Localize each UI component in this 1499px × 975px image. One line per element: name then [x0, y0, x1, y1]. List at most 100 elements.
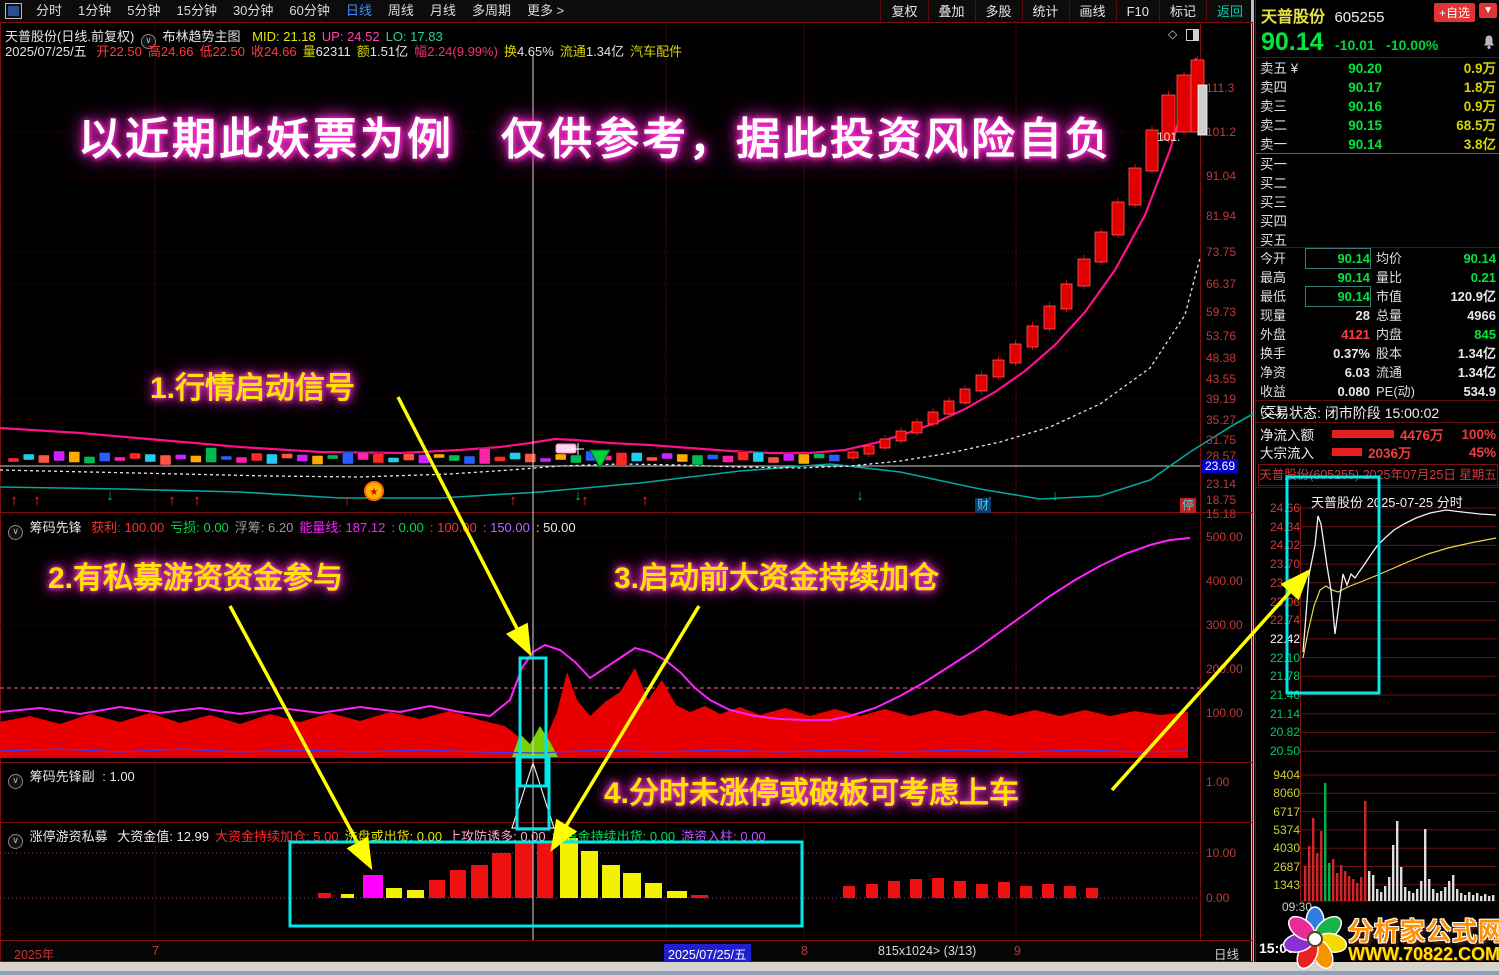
boll-value: UP: 24.52: [321, 29, 380, 44]
queue-label: 卖二: [1260, 118, 1287, 133]
toolbar-button-统计[interactable]: 统计: [1021, 0, 1069, 22]
timeline-label[interactable]: 2025/07/25/五: [664, 944, 751, 963]
chevron-circle-icon[interactable]: ∨: [8, 834, 23, 849]
price-axis-label: 18.75: [1206, 493, 1237, 507]
intraday-price-label: 24.34: [1269, 519, 1300, 534]
chevron-circle-icon[interactable]: ∨: [8, 525, 23, 540]
alert-bell-icon[interactable]: [1481, 34, 1497, 50]
mid-field: 获利: 100.00: [91, 520, 165, 535]
intraday-date-bar: 天普股份(605255) 2025年07月25日 星期五: [1258, 464, 1498, 486]
fund-flow-row: 大宗流入 2036万 45%: [1256, 443, 1499, 462]
ohlc-label: 流通: [559, 44, 586, 59]
stat-row: 最高 90.14 量比 0.21: [1256, 268, 1499, 287]
period-tab-1分钟[interactable]: 1分钟: [78, 3, 112, 18]
logo-site-url[interactable]: WWW.70822.COM: [1348, 944, 1499, 964]
toolbar-button-画线[interactable]: 画线: [1068, 0, 1116, 22]
stat-value: 534.9: [1463, 384, 1496, 399]
event-tag-停[interactable]: 停: [1180, 498, 1197, 513]
period-tab-60分钟[interactable]: 60分钟: [289, 3, 330, 18]
intraday-volume-label: 2687: [1273, 859, 1300, 874]
split-pane-icon[interactable]: [1186, 29, 1199, 41]
chart-title: 天普股份(日线.前复权): [5, 29, 135, 44]
cursor-price-tag: 23.69: [1202, 459, 1239, 473]
period-tab-周线[interactable]: 周线: [387, 3, 414, 18]
intraday-price-label: 23.06: [1269, 594, 1300, 609]
ohlc-label: 开: [96, 44, 110, 59]
period-tab-日线[interactable]: 日线: [345, 3, 372, 18]
price-axis-label: 53.76: [1206, 329, 1237, 343]
toolbar-button-F10[interactable]: F10: [1115, 0, 1159, 22]
stat-row: 现量 28 总量 4966: [1256, 306, 1499, 325]
queue-volume: [1382, 193, 1496, 212]
buy-row-买二[interactable]: 买二: [1256, 174, 1499, 193]
ohlc-field: 幅2.24(9.99%): [414, 44, 498, 59]
svg-text:↑: ↑: [168, 492, 176, 509]
svg-text:★: ★: [370, 487, 379, 498]
sell-row-卖五[interactable]: 卖五 ¥ 90.20 0.9万: [1256, 59, 1499, 78]
queue-label: 买一: [1260, 157, 1287, 172]
mid-panel-header: ∨ 筹码先锋 获利: 100.00 亏损: 0.00 浮筹: 6.20 能量线: 18…: [5, 517, 582, 540]
period-tab-多周期[interactable]: 多周期: [471, 3, 511, 18]
ohlc-value: 24.66: [264, 44, 297, 59]
toolbar-button-标记[interactable]: 标记: [1158, 0, 1206, 22]
ohlc-label: 额: [356, 44, 370, 59]
period-tab-30分钟[interactable]: 30分钟: [232, 3, 274, 18]
queue-volume: 1.8万: [1463, 80, 1496, 95]
sell-row-卖二[interactable]: 卖二 90.15 68.5万: [1256, 116, 1499, 135]
queue-price: [1304, 193, 1382, 212]
period-tab-5分钟[interactable]: 5分钟: [127, 3, 161, 18]
intraday-price-label: 23.38: [1269, 575, 1300, 590]
buy-row-买四[interactable]: 买四: [1256, 212, 1499, 231]
sell-row-卖四[interactable]: 卖四 90.17 1.8万: [1256, 78, 1499, 97]
watchlist-dropdown-button[interactable]: ▼: [1479, 3, 1497, 18]
buy-row-买五[interactable]: 买五: [1256, 231, 1499, 250]
stat-value: 90.14: [1305, 248, 1371, 269]
overlay-indicator-name: 布林趋势主图: [162, 29, 241, 44]
period-tab-更多 >[interactable]: 更多 >: [526, 3, 565, 18]
intraday-price-label: 21.14: [1269, 706, 1300, 721]
intraday-price-label: 22.10: [1269, 650, 1300, 665]
diamond-icon[interactable]: ◇: [1168, 27, 1178, 41]
stat-value: 120.9亿: [1450, 289, 1496, 304]
toolbar-button-叠加[interactable]: 叠加: [927, 0, 975, 22]
price-axis-label: 35.27: [1206, 413, 1237, 427]
stat-label: 外盘: [1260, 327, 1287, 342]
stat-label: 均价: [1376, 251, 1403, 266]
price-axis-label: 39.19: [1206, 392, 1237, 406]
stat-value: 90.14: [1305, 286, 1371, 307]
svg-text:↑: ↑: [10, 492, 18, 509]
intraday-price-label: 22.42: [1269, 631, 1300, 646]
toolbar-button-多股[interactable]: 多股: [974, 0, 1022, 22]
period-tab-15分钟[interactable]: 15分钟: [176, 3, 217, 18]
intraday-volume-label: 8060: [1273, 786, 1300, 801]
ohlc-label: 高: [147, 44, 161, 59]
period-tab-分时[interactable]: 分时: [36, 3, 63, 18]
ohlc-value: 22.50: [109, 44, 142, 59]
intraday-price-label: 24.02: [1269, 538, 1300, 553]
buy-row-买三[interactable]: 买三: [1256, 193, 1499, 212]
quote-panel: 天普股份 605255 +自选 ▼ 90.14 -10.01 -10.00% 卖…: [1255, 0, 1499, 962]
toolbar-button-返回[interactable]: 返回: [1205, 0, 1253, 22]
flow-label: 净流入额: [1260, 428, 1314, 443]
event-tag-财[interactable]: 财: [975, 498, 992, 513]
add-watchlist-button[interactable]: +自选: [1433, 3, 1475, 22]
stat-value: 28: [1355, 308, 1370, 323]
queue-price: [1304, 212, 1382, 231]
ohlc-field: 量62311: [303, 44, 351, 59]
chevron-circle-icon[interactable]: ∨: [140, 34, 156, 49]
sell-row-卖三[interactable]: 卖三 90.16 0.9万: [1256, 97, 1499, 116]
period-tab-月线[interactable]: 月线: [429, 3, 456, 18]
stat-value: 6.03: [1344, 365, 1370, 380]
bottom-field: 游资入柱: 0.00: [681, 829, 766, 844]
intraday-volume-label: 6717: [1273, 804, 1300, 819]
sell-row-卖一[interactable]: 卖一 90.14 3.8亿: [1256, 135, 1499, 154]
toolbar-button-复权[interactable]: 复权: [880, 0, 927, 22]
queue-label: 买四: [1260, 214, 1287, 229]
price-change: -10.01: [1335, 37, 1375, 53]
chevron-circle-icon[interactable]: ∨: [8, 774, 23, 789]
sub-panel-header: ∨ 筹码先锋副 : 1.00: [5, 766, 135, 789]
svg-text:↑: ↑: [343, 492, 351, 509]
app-icon[interactable]: [5, 3, 22, 19]
period-tabs: 分时 1分钟 5分钟 15分钟 30分钟 60分钟 日线 周线 月线 多周期 更多 >: [28, 0, 572, 22]
buy-row-买一[interactable]: 买一: [1256, 155, 1499, 174]
